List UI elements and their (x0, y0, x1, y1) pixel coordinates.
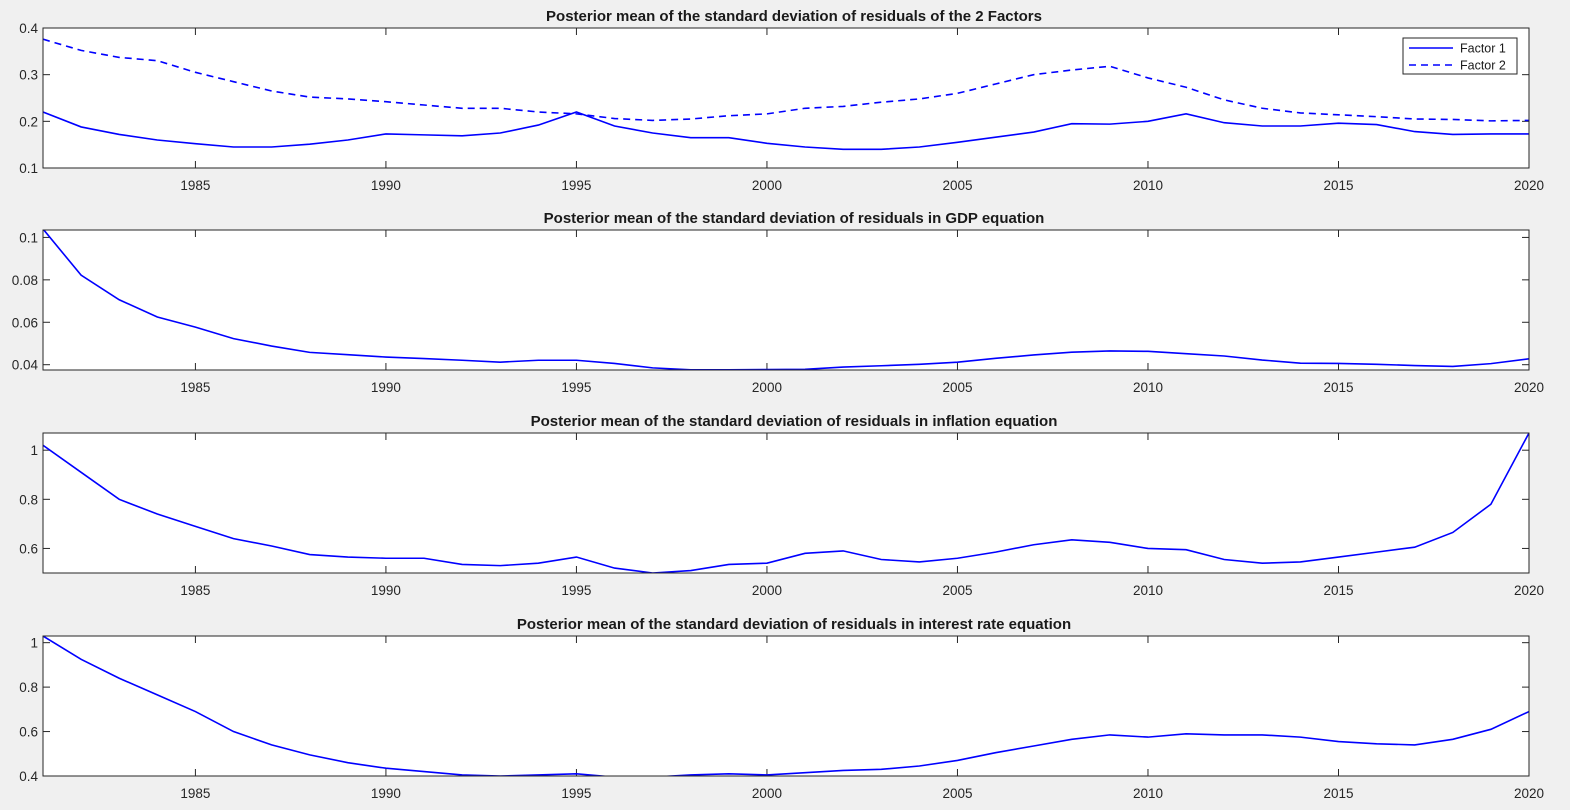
chart-2-xtick-label: 2010 (1133, 380, 1163, 395)
chart-2-xtick-label: 1985 (180, 380, 210, 395)
chart-3-axes-box (42, 432, 1530, 574)
chart-1-xtick-label: 2015 (1323, 178, 1353, 193)
chart-4-ytick-label: 0.4 (19, 769, 38, 784)
chart-1-axes-box (42, 27, 1530, 169)
chart-2-xtick-label: 2015 (1323, 380, 1353, 395)
chart-2-title: Posterior mean of the standard deviation… (544, 210, 1045, 227)
chart-1-xtick-label: 1985 (180, 178, 210, 193)
chart-4-xtick-label: 1990 (371, 786, 401, 801)
chart-1-xtick-label: 2010 (1133, 178, 1163, 193)
chart-2-xtick-label: 2005 (942, 380, 972, 395)
chart-3-ytick-label: 1 (30, 443, 38, 458)
chart-1-legend: Factor 1 Factor 2 (1402, 37, 1518, 75)
chart-2: 1985 1990 1995 2000 2005 2010 2015 2020 0.04 0.06… (12, 210, 1544, 395)
chart-4-series-1-line (43, 636, 1529, 776)
chart-3-xtick-label: 1995 (561, 583, 591, 598)
chart-1-ytick-label: 0.2 (19, 114, 38, 129)
chart-2-xtick-label: 1990 (371, 380, 401, 395)
chart-4-axes-box (42, 635, 1530, 777)
chart-1-xtick-label: 2005 (942, 178, 972, 193)
chart-4-ytick-label: 0.6 (19, 725, 38, 740)
chart-4-xtick-label: 2015 (1323, 786, 1353, 801)
chart-2-plot-area (43, 230, 1529, 370)
chart-2-ytick-label: 0.08 (12, 273, 38, 288)
chart-1-xtick-label: 2000 (752, 178, 782, 193)
chart-3-xtick-label: 2020 (1514, 583, 1544, 598)
chart-4-ytick-label: 0.8 (19, 680, 38, 695)
chart-1: 1985 1990 1995 2000 2005 2010 2015 2020 0.1 0.2 0.… (19, 8, 1544, 193)
chart-1-legend-label-1: Factor 1 (1460, 42, 1506, 56)
chart-1-series-2-line (43, 38, 1529, 122)
chart-2-xtick-label: 2000 (752, 380, 782, 395)
chart-4-title: Posterior mean of the standard deviation… (517, 616, 1071, 633)
chart-4-xtick-label: 2020 (1514, 786, 1544, 801)
chart-1-legend-label-2: Factor 2 (1460, 59, 1506, 73)
chart-4-xtick-label: 2000 (752, 786, 782, 801)
chart-4-xtick-label: 1985 (180, 786, 210, 801)
chart-1-xtick-label: 2020 (1514, 178, 1544, 193)
chart-3-xtick-label: 1985 (180, 583, 210, 598)
chart-1-ytick-label: 0.3 (19, 68, 38, 83)
chart-3-series-1-line (43, 433, 1529, 573)
chart-1-xtick-label: 1995 (561, 178, 591, 193)
chart-4-ytick-label: 1 (30, 636, 38, 651)
chart-3-xtick-label: 2005 (942, 583, 972, 598)
chart-4-xtick-label: 2005 (942, 786, 972, 801)
chart-3-ytick-label: 0.8 (19, 492, 38, 507)
chart-2-ytick-label: 0.1 (19, 230, 38, 245)
chart-1-title: Posterior mean of the standard deviation… (546, 8, 1042, 25)
chart-2-xtick-label: 1995 (561, 380, 591, 395)
chart-4-plot-area (43, 636, 1529, 776)
chart-1-xtick-label: 1990 (371, 178, 401, 193)
chart-3: 1985 1990 1995 2000 2005 2010 2015 2020 0.6 0.8 1 P… (19, 413, 1544, 598)
chart-2-ytick-label: 0.04 (12, 358, 39, 373)
chart-1-series-1-line (43, 111, 1529, 151)
chart-3-xtick-label: 2000 (752, 583, 782, 598)
chart-2-xtick-label: 2020 (1514, 380, 1544, 395)
chart-3-xtick-label: 1990 (371, 583, 401, 598)
chart-1-ytick-label: 0.4 (19, 21, 38, 36)
chart-3-title: Posterior mean of the standard deviation… (531, 413, 1058, 430)
chart-2-series-1-line (43, 230, 1529, 370)
chart-3-xtick-label: 2015 (1323, 583, 1353, 598)
chart-4-xtick-label: 2010 (1133, 786, 1163, 801)
chart-2-ytick-label: 0.06 (12, 315, 38, 330)
chart-3-xtick-label: 2010 (1133, 583, 1163, 598)
chart-4: 1985 1990 1995 2000 2005 2010 2015 2020 0.4 0.6 0.… (19, 616, 1544, 801)
chart-2-axes-box (42, 229, 1530, 371)
chart-4-xtick-label: 1995 (561, 786, 591, 801)
chart-1-ytick-label: 0.1 (19, 161, 38, 176)
chart-3-plot-area (43, 433, 1529, 573)
chart-3-ytick-label: 0.6 (19, 541, 38, 556)
chart-1-legend-box (1402, 37, 1518, 75)
